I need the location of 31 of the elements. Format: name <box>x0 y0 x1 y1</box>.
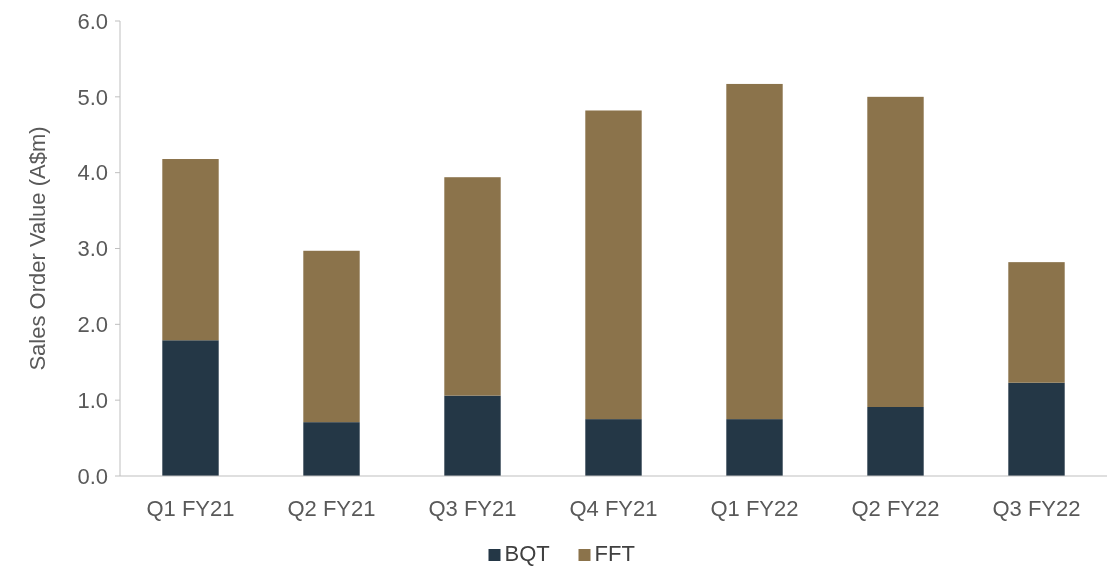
y-tick-label: 3.0 <box>77 236 108 262</box>
x-tick-label: Q1 FY22 <box>710 496 799 521</box>
bar <box>585 419 642 476</box>
y-axis-title: Sales Order Value (A$m) <box>25 126 50 371</box>
y-tick-label: 1.0 <box>77 387 108 413</box>
bar <box>1008 262 1065 383</box>
bar <box>867 406 924 476</box>
bar <box>162 340 219 476</box>
y-tick-label: 0.0 <box>77 463 108 489</box>
bar <box>585 110 642 420</box>
y-tick-label: 6.0 <box>77 8 108 34</box>
y-tick-label: 4.0 <box>77 160 108 186</box>
y-tick-label: 5.0 <box>77 84 108 110</box>
y-tick-label: 2.0 <box>77 312 108 338</box>
bar <box>303 422 360 476</box>
x-tick-label: Q2 FY21 <box>287 496 376 521</box>
legend-label: BQT <box>504 541 550 566</box>
x-tick-label: Q3 FY22 <box>992 496 1081 521</box>
bar <box>726 419 783 476</box>
bar <box>444 177 501 396</box>
bar <box>162 159 219 341</box>
bar <box>303 250 360 423</box>
bar <box>444 395 501 476</box>
x-tick-label: Q4 FY21 <box>569 496 658 521</box>
bar <box>1008 382 1065 476</box>
x-tick-label: Q3 FY21 <box>428 496 517 521</box>
bar <box>867 96 924 407</box>
bar <box>726 83 783 420</box>
legend-label: FFT <box>594 541 635 566</box>
x-tick-label: Q2 FY22 <box>851 496 940 521</box>
x-tick-label: Q1 FY21 <box>146 496 235 521</box>
